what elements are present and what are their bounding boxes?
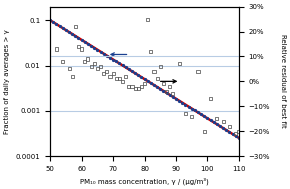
X-axis label: PM₁₀ mass concentration, γ / (μg/m³): PM₁₀ mass concentration, γ / (μg/m³) bbox=[80, 177, 209, 185]
Point bbox=[152, 70, 156, 73]
Point bbox=[95, 67, 100, 70]
Point bbox=[108, 75, 112, 78]
Point bbox=[67, 67, 71, 70]
Point bbox=[142, 82, 147, 85]
Point bbox=[221, 120, 226, 123]
Point bbox=[136, 87, 141, 90]
Point bbox=[208, 97, 213, 100]
Point bbox=[101, 72, 106, 75]
Point bbox=[123, 75, 128, 78]
Point bbox=[189, 115, 194, 118]
Point bbox=[114, 77, 119, 80]
Point bbox=[120, 80, 125, 83]
Point bbox=[82, 60, 87, 63]
Y-axis label: Relative residual of best fit: Relative residual of best fit bbox=[280, 34, 286, 128]
Point bbox=[171, 92, 175, 95]
Point bbox=[133, 87, 137, 90]
Point bbox=[70, 75, 75, 78]
Point bbox=[104, 70, 109, 73]
Point bbox=[155, 77, 160, 80]
Point bbox=[148, 50, 153, 53]
Point bbox=[139, 85, 144, 88]
Point bbox=[227, 125, 232, 128]
Point bbox=[86, 57, 90, 60]
Point bbox=[183, 112, 188, 115]
Point bbox=[54, 47, 59, 50]
Point bbox=[164, 90, 169, 93]
Point bbox=[233, 132, 238, 135]
Point bbox=[126, 85, 131, 88]
Point bbox=[60, 60, 65, 63]
Point bbox=[79, 47, 84, 50]
Point bbox=[202, 130, 206, 133]
Point bbox=[130, 85, 134, 88]
Point bbox=[215, 117, 219, 120]
Point bbox=[92, 62, 97, 65]
Point bbox=[177, 62, 182, 65]
Point bbox=[237, 130, 241, 133]
Point bbox=[111, 72, 115, 75]
Point bbox=[117, 77, 122, 80]
Point bbox=[98, 65, 103, 68]
Y-axis label: Fraction of daily averages > γ: Fraction of daily averages > γ bbox=[4, 29, 10, 134]
Point bbox=[76, 45, 81, 48]
Point bbox=[167, 85, 172, 88]
Point bbox=[158, 65, 163, 68]
Point bbox=[89, 65, 93, 68]
Point bbox=[145, 18, 150, 21]
Point bbox=[73, 25, 78, 28]
Point bbox=[161, 82, 166, 85]
Point bbox=[196, 70, 200, 73]
